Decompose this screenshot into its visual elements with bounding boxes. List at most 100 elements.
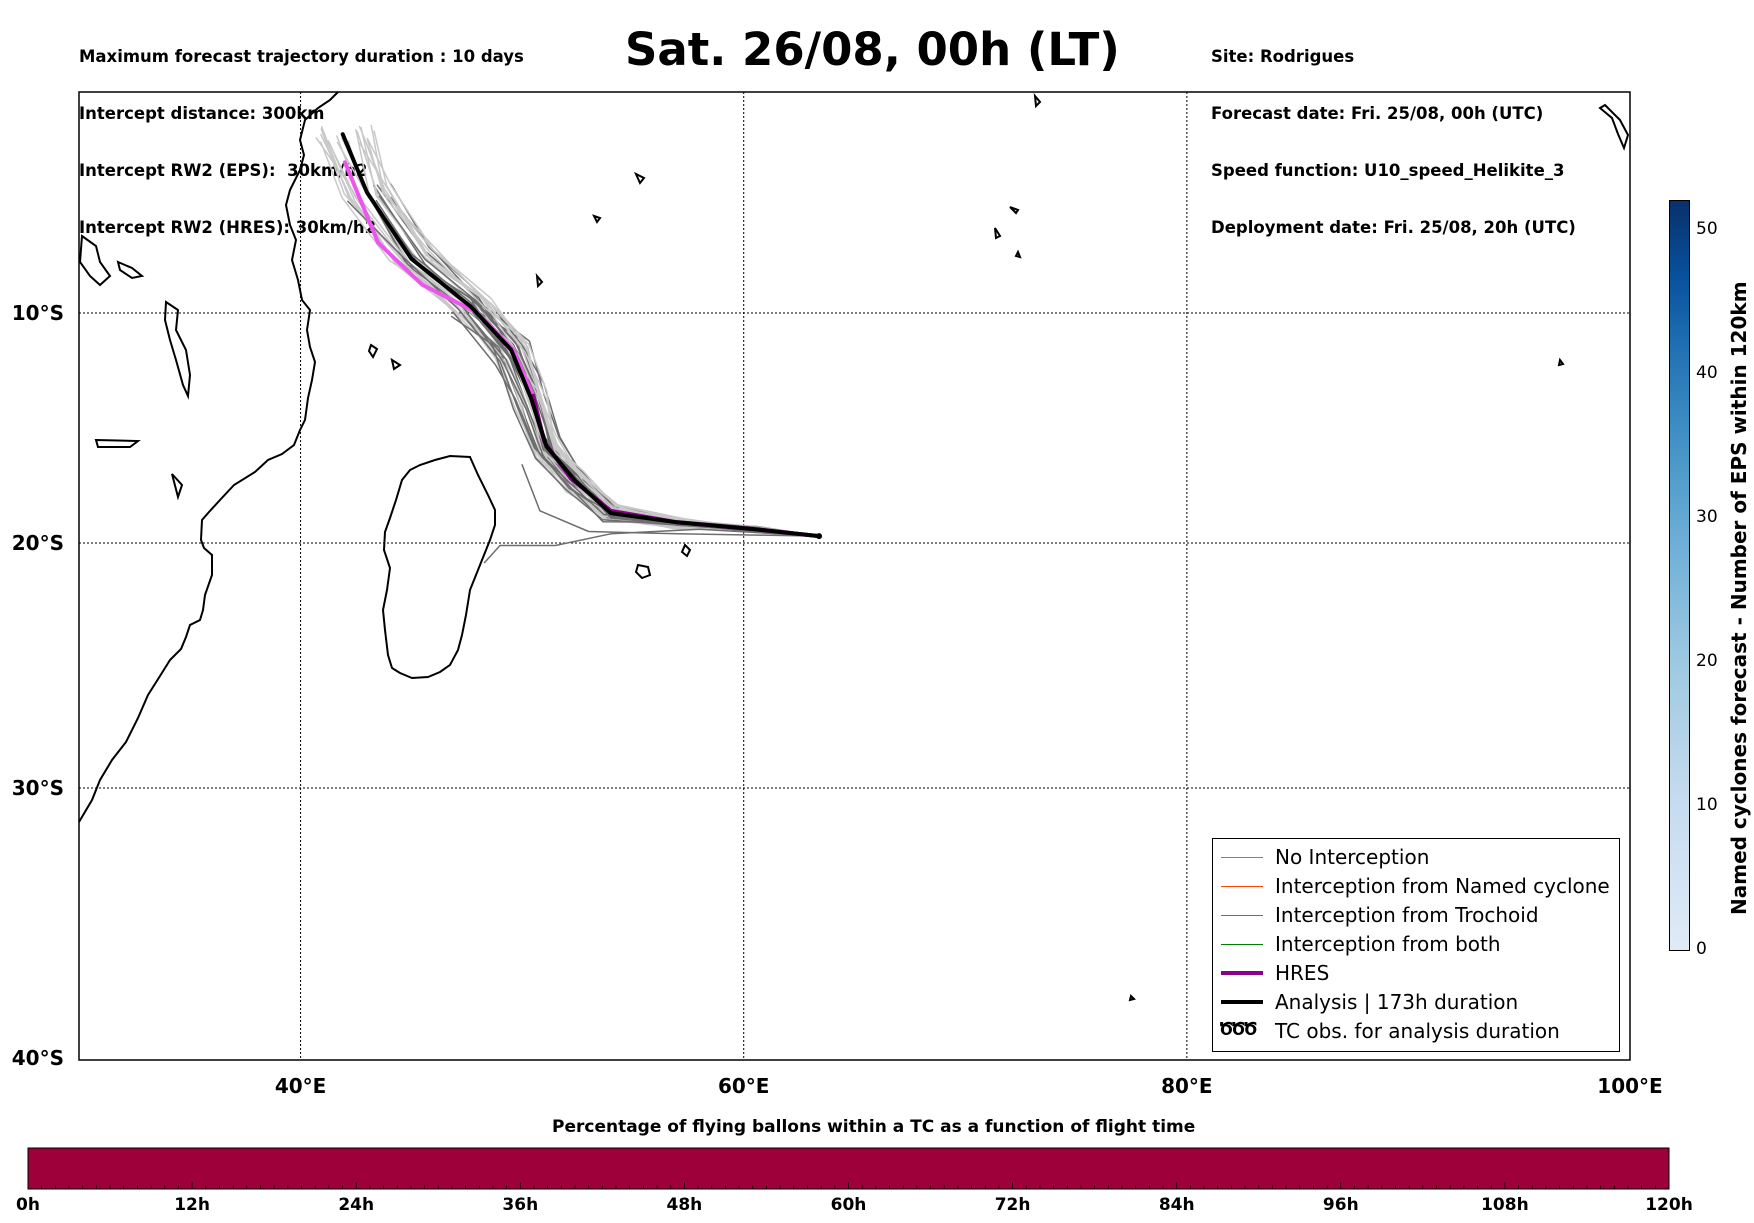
flight-time-tick-label: 36h — [502, 1195, 538, 1215]
main-title: Sat. 26/08, 00h (LT) — [625, 23, 1120, 76]
eps-trajectory — [483, 528, 820, 564]
eps-trajectory — [389, 196, 820, 537]
legend-item-no-interception: No Interception — [1213, 843, 1619, 872]
legend-swatch — [1221, 857, 1263, 858]
cocos-island — [1557, 357, 1565, 367]
colorbar-label: Named cyclones forecast - Number of EPS … — [1727, 281, 1751, 915]
info-line: Deployment date: Fri. 25/08, 20h (UTC) — [1211, 218, 1576, 237]
chagos-1 — [1009, 206, 1020, 215]
percentage-segment — [684, 1148, 849, 1189]
legend-item-analysis: Analysis | 173h duration — [1213, 988, 1619, 1017]
percentage-segment — [1340, 1148, 1506, 1189]
eps-trajectory — [373, 130, 820, 537]
flight-time-tick-label: 24h — [338, 1195, 374, 1215]
header-info-left: Maximum forecast trajectory duration : 1… — [79, 9, 524, 256]
lat-label: 10°S — [12, 301, 64, 325]
lake-tanganyika — [163, 300, 192, 400]
percentage-segment — [848, 1148, 1014, 1189]
seychelles-2 — [592, 214, 602, 224]
legend-swatch — [1221, 915, 1263, 916]
legend-label: No Interception — [1275, 845, 1430, 869]
percentage-segment — [520, 1148, 685, 1189]
chagos-2 — [994, 227, 1002, 240]
eps-trajectory — [370, 124, 820, 537]
sumatra-corner — [1598, 103, 1630, 151]
percentage-segment — [192, 1148, 357, 1189]
eps-trajectory — [378, 195, 820, 537]
eps-trajectory — [452, 311, 820, 537]
longitude-labels: 40°E 60°E 80°E 100°E — [275, 1074, 1663, 1098]
lake-small-2 — [171, 473, 184, 501]
reunion-island — [634, 563, 652, 580]
flight-time-tick-label: 48h — [667, 1195, 703, 1215]
header-info-right: Site: Rodrigues Forecast date: Fri. 25/0… — [1211, 9, 1576, 256]
analysis-track — [340, 132, 821, 539]
info-line: Forecast date: Fri. 25/08, 00h (UTC) — [1211, 104, 1544, 123]
lake-victoria — [78, 234, 112, 287]
colorbar-tick-label: 30 — [1696, 506, 1718, 527]
chagos-3 — [1014, 249, 1022, 259]
legend-label: Interception from both — [1275, 932, 1501, 956]
map-frame — [78, 91, 1631, 1061]
legend-swatch — [1221, 971, 1263, 975]
percentage-bar-title: Percentage of flying ballons within a TC… — [552, 1117, 1196, 1137]
info-line: Intercept distance: 300km — [79, 104, 325, 123]
legend-label: TC obs. for analysis duration — [1275, 1019, 1560, 1043]
colorbar-tick-label: 50 — [1696, 218, 1718, 239]
eps-trajectory — [358, 125, 820, 537]
legend-label: Interception from Named cyclone — [1275, 874, 1610, 898]
eps-trajectory — [366, 138, 820, 537]
legend-label: Interception from Trochoid — [1275, 903, 1539, 927]
africa-coast — [78, 91, 339, 823]
percentage-bar: 0h 12h 24h 36h 48h 60h 72h 84h 96h 108h 120h — [16, 1147, 1693, 1215]
eps-trajectory — [364, 139, 820, 537]
madagascar-coast — [381, 454, 496, 680]
percentage-fill — [28, 1148, 1670, 1189]
legend-label: Analysis | 173h duration — [1275, 990, 1519, 1014]
flight-time-tick-label: 72h — [995, 1195, 1031, 1215]
percentage-bar-ticks: 0h 12h 24h 36h 48h 60h 72h 84h 96h 108h 120h — [16, 1182, 1693, 1215]
eps-trajectory — [366, 137, 820, 537]
legend-swatch — [1221, 944, 1263, 945]
lon-label: 80°E — [1161, 1074, 1213, 1098]
eps-trajectory — [390, 183, 820, 537]
lat-label: 30°S — [12, 776, 64, 800]
lake-nyasa — [116, 260, 145, 280]
legend-item-trochoid: Interception from Trochoid — [1213, 901, 1619, 930]
eps-trajectory — [373, 184, 820, 537]
info-line: Maximum forecast trajectory duration : 1… — [79, 47, 524, 66]
seychelles-1 — [633, 171, 646, 185]
legend-swatch — [1221, 1000, 1263, 1004]
info-line: Speed function: U10_speed_Helikite_3 — [1211, 161, 1565, 180]
info-line: Intercept RW2 (HRES): 30km/h2 — [79, 218, 377, 237]
maldives-1 — [1033, 92, 1042, 109]
tc-symbol-icon: ԾԾԾ — [1219, 1019, 1258, 1040]
lon-label: 40°E — [275, 1074, 327, 1098]
eps-colorbar — [1669, 200, 1690, 951]
latitude-labels: 10°S 20°S 30°S 40°S — [12, 301, 64, 1070]
lon-label: 60°E — [718, 1074, 770, 1098]
colorbar-tick-label: 10 — [1696, 794, 1718, 815]
amsterdam-island — [1128, 994, 1136, 1002]
eps-trajectory — [360, 126, 820, 537]
info-line: Site: Rodrigues — [1211, 47, 1355, 66]
eps-trajectory — [521, 464, 820, 537]
comoros-1 — [367, 343, 379, 359]
mauritius-island — [680, 543, 692, 558]
colorbar-tick-label: 20 — [1696, 650, 1718, 671]
percentage-segment — [1504, 1148, 1670, 1189]
flight-time-tick-label: 84h — [1159, 1195, 1195, 1215]
deployment-site-marker — [816, 533, 823, 540]
percentage-segment — [356, 1148, 521, 1189]
legend-item-hres: HRES — [1213, 959, 1619, 988]
flight-time-tick-label: 60h — [831, 1195, 867, 1215]
percentage-segment — [1012, 1148, 1178, 1189]
flight-time-tick-label: 108h — [1481, 1195, 1529, 1215]
flight-time-tick-label: 12h — [174, 1195, 210, 1215]
lat-label: 40°S — [12, 1046, 64, 1070]
percentage-segment — [28, 1148, 193, 1189]
flight-time-tick-label: 0h — [16, 1195, 40, 1215]
lat-label: 20°S — [12, 531, 64, 555]
eps-trajectory — [376, 184, 820, 537]
